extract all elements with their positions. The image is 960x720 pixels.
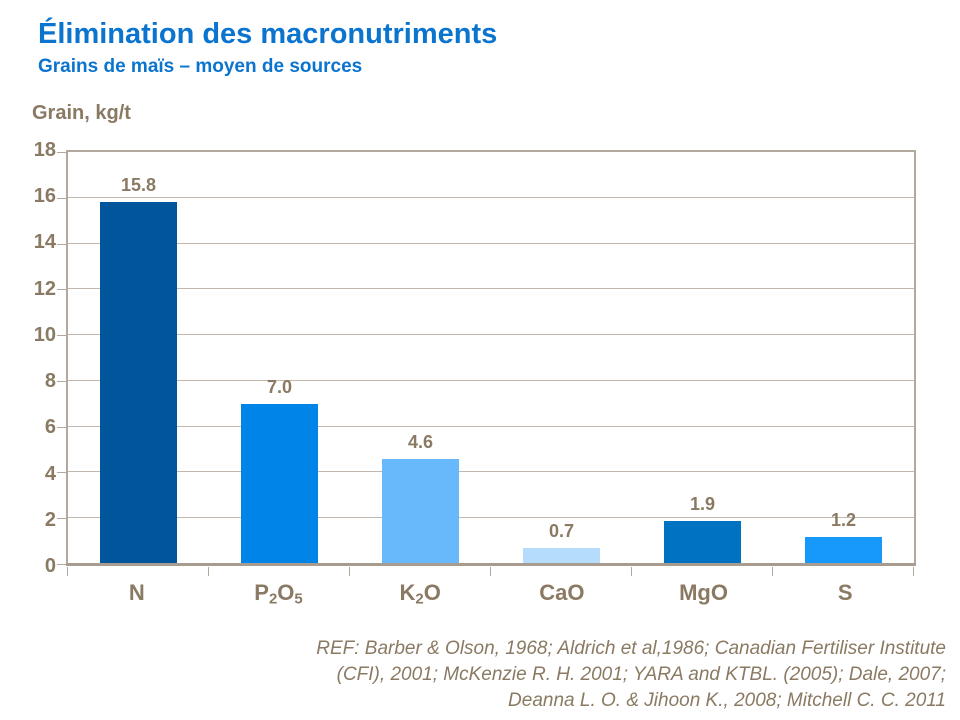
subscript: 2	[415, 590, 424, 608]
x-tick	[490, 567, 491, 576]
gridline	[68, 242, 914, 244]
label-text: O	[423, 580, 441, 605]
y-tick	[57, 380, 66, 382]
category-label-N: N	[66, 580, 208, 608]
label-text: S	[837, 580, 853, 605]
reference-line: Deanna L. O. & Jihoon K., 2008; Mitchell…	[508, 690, 946, 711]
y-tick-label: 2	[44, 508, 56, 531]
category-cell: 7.0	[209, 152, 350, 564]
gridline	[68, 425, 914, 427]
y-tick	[57, 197, 66, 199]
y-tick-label: 16	[33, 185, 56, 208]
plot-area: 15.8 7.0 4.6 0.7 1.9 1.2	[57, 150, 916, 576]
label-text: O	[277, 580, 295, 605]
y-tick	[57, 289, 66, 291]
reference-line: REF: Barber & Olson, 1968; Aldrich et al…	[316, 638, 946, 659]
y-tick-label: 12	[33, 277, 56, 300]
gridline	[68, 517, 914, 519]
y-tick	[57, 426, 66, 428]
y-tick	[57, 335, 66, 337]
y-tick	[57, 564, 66, 565]
y-tick-label: 4	[44, 462, 56, 485]
bar-P2O5	[240, 403, 319, 564]
y-axis-title: Grain, kg/t	[32, 102, 131, 124]
x-axis-category-labels: N P2O5 K2O CaO MgO S	[66, 580, 916, 608]
reference-line: (CFI), 2001; McKenzie R. H. 2001; YARA a…	[336, 664, 946, 685]
y-tick	[57, 472, 66, 474]
y-tick-label: 6	[44, 416, 56, 439]
bar-value-label: 7.0	[266, 376, 293, 397]
x-tick	[207, 567, 209, 576]
category-label-MgO: MgO	[633, 580, 775, 608]
x-tick	[772, 567, 773, 576]
category-cell: 1.9	[632, 152, 773, 564]
bars-row: 15.8 7.0 4.6 0.7 1.9 1.2	[68, 152, 914, 564]
y-tick	[57, 518, 66, 520]
y-tick-label: 18	[33, 139, 56, 161]
x-tick	[67, 567, 68, 576]
category-label-CaO: CaO	[491, 580, 633, 608]
label-text: CaO	[539, 580, 585, 605]
label-text: N	[128, 580, 145, 605]
label-text: K	[399, 580, 416, 605]
x-tick	[348, 567, 350, 576]
category-cell: 15.8	[68, 152, 209, 564]
y-tick-label: 10	[33, 323, 56, 346]
category-label-P2O5: P2O5	[208, 580, 350, 608]
label-text: P	[254, 580, 269, 605]
bar-value-label: 1.9	[689, 493, 716, 514]
category-label-S: S	[774, 580, 916, 608]
bar-MgO	[663, 520, 742, 564]
bar-value-label: 0.7	[548, 520, 575, 541]
y-tick-label: 0	[44, 555, 56, 577]
subscript: 5	[294, 590, 303, 608]
gridline	[68, 196, 914, 198]
bar-S	[804, 536, 883, 564]
x-axis-baseline	[66, 563, 916, 566]
bar-K2O	[381, 458, 460, 564]
label-text: MgO	[679, 580, 728, 605]
page-title: Élimination des macronutriments	[38, 18, 498, 50]
gridline	[68, 288, 914, 290]
bar-N	[99, 202, 178, 564]
y-tick	[57, 243, 66, 245]
y-tick-label: 14	[33, 231, 56, 254]
x-tick	[913, 567, 914, 576]
category-cell: 4.6	[350, 152, 491, 564]
category-cell: 1.2	[773, 152, 914, 564]
gridline	[68, 379, 914, 381]
gridline	[68, 471, 914, 473]
y-tick-label: 8	[44, 370, 56, 393]
bar-CaO	[522, 547, 601, 564]
category-label-K2O: K2O	[349, 580, 491, 608]
subscript: 2	[268, 590, 278, 608]
y-tick	[57, 152, 66, 153]
category-cell: 0.7	[491, 152, 632, 564]
bar-value-label: 4.6	[407, 431, 434, 452]
bar-value-label: 15.8	[120, 175, 157, 196]
page-subtitle: Grains de maïs – moyen de sources	[38, 56, 363, 77]
x-tick	[630, 567, 632, 576]
y-axis-labels: 0 2 4 6 8 10 12 14 16 18	[0, 140, 56, 576]
bar-value-label: 1.2	[830, 509, 857, 530]
gridline	[68, 334, 914, 336]
reference-text: REF: Barber & Olson, 1968; Aldrich et al…	[186, 636, 946, 714]
